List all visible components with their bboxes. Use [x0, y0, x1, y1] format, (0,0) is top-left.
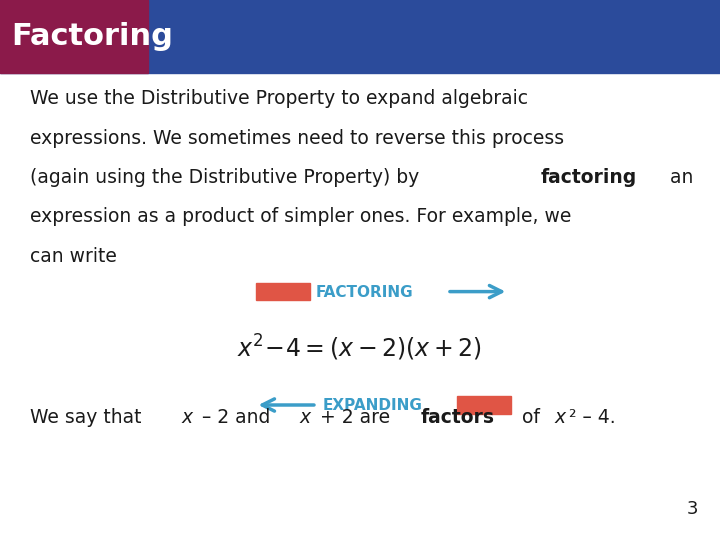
Text: expression as a product of simpler ones. For example, we: expression as a product of simpler ones.…: [30, 207, 572, 226]
Text: x: x: [182, 408, 193, 427]
Text: FACTORING: FACTORING: [315, 285, 413, 300]
Text: + 2 are: + 2 are: [314, 408, 397, 427]
Text: – 2 and: – 2 and: [197, 408, 276, 427]
Text: ² – 4.: ² – 4.: [569, 408, 616, 427]
Text: EXPANDING: EXPANDING: [323, 398, 423, 413]
Text: can write: can write: [30, 247, 117, 266]
Text: We use the Distributive Property to expand algebraic: We use the Distributive Property to expa…: [30, 89, 528, 108]
Text: factoring: factoring: [540, 168, 636, 187]
Text: an: an: [665, 168, 694, 187]
Text: (again using the Distributive Property) by: (again using the Distributive Property) …: [30, 168, 426, 187]
Text: We say that: We say that: [30, 408, 148, 427]
Text: x: x: [300, 408, 311, 427]
Bar: [457, 396, 511, 414]
Text: of: of: [516, 408, 546, 427]
Text: Factoring: Factoring: [11, 22, 173, 51]
Bar: [0, 0, 720, 73]
Bar: [0, 0, 148, 73]
Text: expressions. We sometimes need to reverse this process: expressions. We sometimes need to revers…: [30, 129, 564, 147]
Text: factors: factors: [420, 408, 494, 427]
Text: 3: 3: [687, 501, 698, 518]
Text: x: x: [554, 408, 565, 427]
Bar: [256, 283, 310, 300]
Text: $x^2\!-\!4 = (x-2)(x+2)$: $x^2\!-\!4 = (x-2)(x+2)$: [238, 333, 482, 363]
